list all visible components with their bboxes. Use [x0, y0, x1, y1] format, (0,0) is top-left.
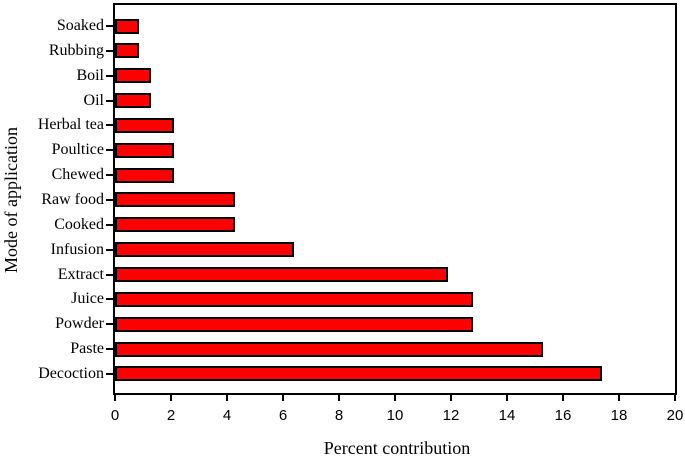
bar-poultice: [115, 142, 174, 158]
x-tick-label: 12: [442, 407, 460, 424]
x-tick-label: 8: [334, 407, 344, 424]
bar-chewed: [115, 167, 174, 183]
x-tick-label: 4: [222, 407, 232, 424]
x-tick-label: 2: [166, 407, 176, 424]
x-tick-label: 6: [278, 407, 288, 424]
x-axis-tick: [170, 395, 172, 401]
y-category-label: Herbal tea: [37, 116, 104, 134]
x-axis-tick: [450, 395, 452, 401]
y-category-label: Decoction: [38, 364, 104, 382]
bar-soaked: [115, 18, 139, 34]
x-tick-label: 16: [554, 407, 572, 424]
y-axis-tick: [106, 198, 113, 201]
x-tick-label: 10: [386, 407, 404, 424]
y-category-label: Poultice: [51, 141, 104, 159]
y-category-label: Rubbing: [48, 41, 104, 59]
y-axis-tick: [106, 372, 113, 375]
y-axis-tick: [106, 49, 113, 52]
y-axis-tick: [106, 248, 113, 251]
bar-paste: [115, 341, 543, 357]
y-axis-tick: [106, 273, 113, 276]
bar-oil: [115, 93, 151, 109]
x-tick-label: 18: [610, 407, 628, 424]
x-axis-tick: [618, 395, 620, 401]
y-category-label: Boil: [76, 66, 104, 84]
y-category-label: Extract: [57, 265, 104, 283]
x-tick-label: 0: [110, 407, 120, 424]
y-category-label: Juice: [71, 290, 104, 308]
bar-rubbing: [115, 43, 139, 59]
bar-juice: [115, 291, 473, 307]
bar-decoction: [115, 366, 602, 382]
y-axis-tick: [106, 99, 113, 102]
x-axis-title: Percent contribution: [323, 438, 471, 458]
x-axis-tick: [562, 395, 564, 401]
x-axis-tick: [282, 395, 284, 401]
bar-infusion: [115, 242, 294, 258]
y-axis-tick: [106, 174, 113, 177]
bar-extract: [115, 267, 448, 282]
y-category-label: Soaked: [56, 17, 104, 34]
bar-herbal-tea: [115, 117, 174, 133]
y-axis-tick: [106, 25, 113, 27]
y-category-label: Paste: [70, 340, 104, 358]
y-category-label: Cooked: [54, 215, 104, 233]
bar-boil: [115, 68, 151, 84]
bar-raw-food: [115, 192, 235, 208]
x-axis-tick: [506, 395, 508, 401]
bar-cooked: [115, 217, 235, 233]
x-axis-tick: [394, 395, 396, 401]
y-axis-tick: [106, 323, 113, 326]
y-category-label: Chewed: [51, 166, 104, 184]
x-axis-tick: [226, 395, 228, 401]
y-category-label: Oil: [83, 91, 104, 109]
y-category-label: Powder: [55, 315, 104, 333]
x-axis-tick: [114, 395, 116, 401]
y-axis-tick: [106, 298, 113, 301]
x-axis-tick: [674, 395, 676, 401]
x-tick-label: 14: [498, 407, 516, 424]
y-axis-tick: [106, 149, 113, 152]
y-axis-tick: [106, 124, 113, 127]
x-tick-label: 20: [666, 407, 684, 424]
y-category-label: Infusion: [50, 240, 104, 258]
bar-powder: [115, 316, 473, 332]
y-axis-tick: [106, 74, 113, 77]
y-axis-tick: [106, 223, 113, 226]
y-axis-tick: [106, 348, 113, 351]
x-axis-tick: [338, 395, 340, 401]
plot-area: [113, 3, 677, 395]
y-category-label: Raw food: [41, 190, 104, 208]
